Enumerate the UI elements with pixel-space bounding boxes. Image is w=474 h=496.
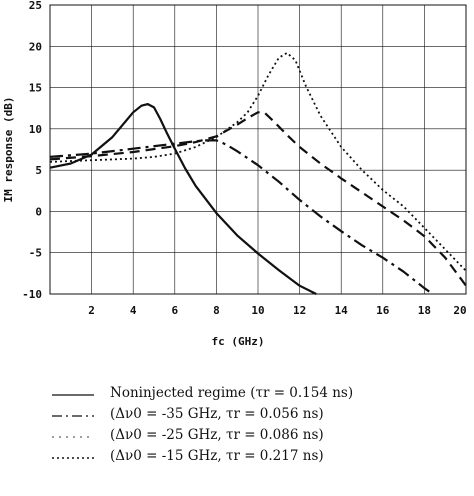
x-tick-label: 20: [453, 304, 466, 317]
legend-swatch-dashed: [52, 436, 94, 438]
grid: [50, 5, 466, 294]
legend-swatch-solid: [52, 394, 94, 396]
legend: Noninjected regime (τr = 0.154 ns) (Δν0 …: [52, 385, 462, 469]
x-tick-label: 14: [335, 304, 349, 317]
legend-label: (Δν0 = -15 GHz, τr = 0.217 ns): [110, 448, 324, 464]
legend-item: (Δν0 = -35 GHz, τr = 0.056 ns): [52, 406, 462, 427]
series-line-solid: [49, 103, 317, 295]
y-tick-label: 20: [29, 40, 42, 53]
legend-swatch-dashdot: [52, 415, 94, 417]
legend-item: (Δν0 = -25 GHz, τr = 0.086 ns): [52, 427, 462, 448]
y-tick-label: 15: [29, 82, 42, 95]
x-ticks: 2 4 6 8 10 12 14 16 18 20: [88, 304, 466, 317]
chart: 25 20 15 10 5 0 -5 -10 2 4 6 8 10 12 14 16 18 20 IM resp…: [2, 0, 467, 348]
series-group: [49, 52, 467, 295]
y-tick-label: 10: [29, 123, 42, 136]
y-tick-label: 5: [35, 164, 42, 177]
x-tick-label: 8: [213, 304, 220, 317]
series-line-dotted: [49, 52, 467, 272]
x-tick-label: 18: [418, 304, 431, 317]
y-tick-label: 25: [29, 0, 42, 12]
legend-label: (Δν0 = -35 GHz, τr = 0.056 ns): [110, 406, 324, 422]
x-axis-label: fc (GHz): [212, 335, 265, 348]
legend-label: Noninjected regime (τr = 0.154 ns): [110, 385, 354, 401]
y-tick-label: 0: [35, 205, 42, 218]
y-axis-label: IM response (dB): [2, 97, 15, 203]
y-tick-label: -5: [29, 247, 42, 260]
x-tick-label: 16: [376, 304, 390, 317]
x-tick-label: 4: [130, 304, 137, 317]
x-tick-label: 2: [88, 304, 95, 317]
legend-item: (Δν0 = -15 GHz, τr = 0.217 ns): [52, 448, 462, 469]
y-tick-label: -10: [22, 288, 42, 301]
series-line-dashed: [49, 111, 467, 287]
plot-frame: [49, 4, 467, 295]
x-tick-label: 6: [171, 304, 178, 317]
legend-swatch-dotted: [52, 457, 94, 459]
y-ticks: 25 20 15 10 5 0 -5 -10: [22, 0, 42, 301]
legend-item: Noninjected regime (τr = 0.154 ns): [52, 385, 462, 406]
x-tick-label: 12: [293, 304, 306, 317]
x-tick-label: 10: [251, 304, 264, 317]
legend-label: (Δν0 = -25 GHz, τr = 0.086 ns): [110, 427, 324, 443]
series-line-dashdot: [49, 139, 434, 295]
